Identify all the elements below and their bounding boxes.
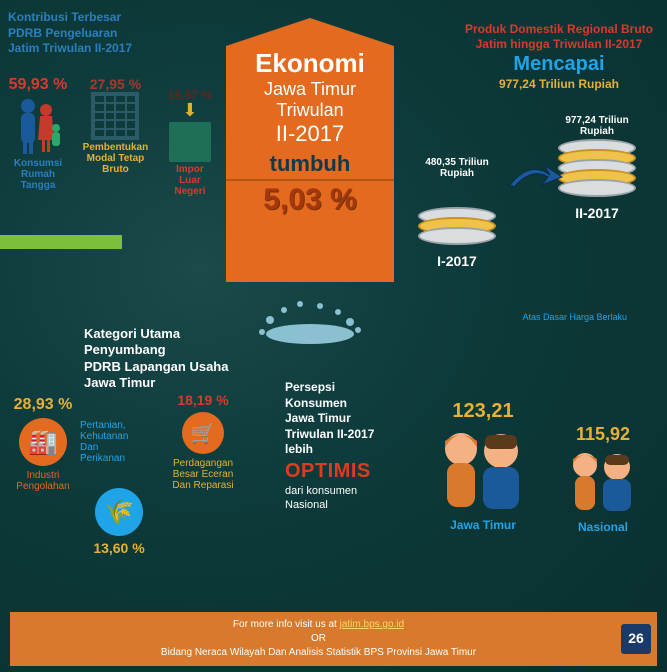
group-label: Jawa Timur [423, 518, 543, 532]
footer-link[interactable]: jatim.bps.go.id [340, 619, 404, 630]
period-label: I-2017 [402, 253, 512, 269]
stat-konsumsi: 59,93 % KonsumsiRumahTangga [8, 76, 68, 191]
footer: For more info visit us at jatim.bps.go.i… [0, 612, 667, 666]
group-label: Nasional [553, 520, 653, 534]
family-icon [14, 96, 62, 156]
text: Jatim hingga Triwulan II-2017 [465, 37, 653, 52]
growth-value: 5,03 % [232, 183, 388, 217]
stat-value: 13,60 % [84, 540, 154, 556]
statistics-day-badge: 26 [621, 624, 651, 654]
stat-modal-tetap: 27,95 % PembentukanModal TetapBruto [76, 76, 154, 175]
coin-comparison: 480,35 TriliunRupiah I-2017 977,24 Trili… [402, 115, 657, 320]
heading-kategori: Kategori Utama Penyumbang PDRB Lapangan … [84, 326, 228, 391]
text: Kategori Utama [84, 326, 228, 342]
stat-label: ImporLuarNegeri [163, 164, 217, 197]
stats-kontribusi: 59,93 % KonsumsiRumahTangga 27,95 % Pemb… [8, 76, 228, 197]
text: OR [311, 633, 326, 644]
text: Jawa Timur [232, 79, 388, 100]
coin-stack-q1: 480,35 TriliunRupiah I-2017 [402, 157, 512, 269]
wheat-icon: 🌾 [95, 488, 143, 536]
stat-value: 59,93 % [8, 76, 68, 94]
text: Produk Domestik Regional Bruto [465, 22, 653, 37]
group-nasional: 115,92 Nasional [553, 424, 653, 534]
stat-value: 18,19 % [158, 392, 248, 408]
text: Jatim Triwulan II-2017 [8, 41, 132, 57]
stat-label: PembentukanModal TetapBruto [76, 142, 154, 175]
arrow-right-icon [500, 155, 570, 205]
text: PDRB Lapangan Usaha [84, 359, 228, 375]
text: Triwulan [232, 100, 388, 121]
persepsi-block: Persepsi Konsumen Jawa Timur Triwulan II… [285, 380, 420, 513]
heading-kontribusi: Kontribusi Terbesar PDRB Pengeluaran Jat… [8, 10, 132, 57]
stat-label: KonsumsiRumahTangga [8, 158, 68, 191]
text: Konsumen [285, 396, 420, 412]
center-banner: Ekonomi Jawa Timur Triwulan II-2017 tumb… [226, 18, 394, 298]
banner-body: Ekonomi Jawa Timur Triwulan II-2017 tumb… [226, 46, 394, 282]
coin-value-label: 480,35 TriliunRupiah [402, 157, 512, 179]
stat-label: IndustriPengolahan [8, 470, 78, 492]
people-icon [423, 427, 543, 516]
arrow-up-icon [226, 18, 394, 46]
text: PDRB Pengeluaran [8, 26, 132, 42]
text: For more info visit us at [233, 619, 340, 630]
cat-pertanian: 🌾 13,60 % [84, 484, 154, 556]
cat-industri: 28,93 % 🏭 IndustriPengolahan [8, 396, 78, 492]
text: dari konsumen [285, 484, 420, 498]
cart-icon: 🛒 [182, 412, 224, 454]
stat-label: PerdaganganBesar EceranDan Reparasi [158, 458, 248, 491]
text: Nasional [285, 498, 420, 512]
text: lebih [285, 442, 420, 458]
water-splash-icon [250, 300, 370, 354]
building-icon [91, 92, 139, 140]
factory-icon: 🏭 [19, 418, 67, 466]
coins-icon [402, 207, 512, 245]
text: II-2017 [232, 121, 388, 147]
index-value: 115,92 [553, 424, 653, 445]
stat-value: 27,95 % [76, 76, 154, 92]
optimis-text: OPTIMIS [285, 458, 420, 484]
footer-bar: For more info visit us at jatim.bps.go.i… [10, 612, 657, 666]
heading-pdrb-bruto: Produk Domestik Regional Bruto Jatim hin… [465, 22, 653, 92]
green-accent-bar [0, 235, 122, 249]
text: Mencapai [465, 52, 653, 77]
text: Jawa Timur [285, 411, 420, 427]
text: Bidang Neraca Wilayah Dan Analisis Stati… [161, 647, 476, 658]
coin-value-label: 977,24 TriliunRupiah [537, 115, 657, 137]
text: 977,24 Triliun Rupiah [465, 77, 653, 92]
side-label-pertanian: Pertanian,KehutananDanPerikanan [80, 420, 150, 464]
text: Jawa Timur [84, 375, 228, 391]
text: Penyumbang [84, 342, 228, 358]
footnote: Atas Dasar Harga Berlaku [522, 312, 627, 322]
stat-impor: 16,67 % ImporLuarNegeri [163, 88, 217, 197]
period-label: II-2017 [537, 205, 657, 221]
text: Triwulan II-2017 [285, 427, 420, 443]
import-icon [169, 122, 211, 162]
text: Ekonomi [232, 48, 388, 79]
text: tumbuh [232, 151, 388, 177]
stat-value: 28,93 % [8, 396, 78, 414]
people-icon [553, 449, 653, 518]
cat-perdagangan: 18,19 % 🛒 PerdaganganBesar EceranDan Rep… [158, 392, 248, 491]
group-jatim: 123,21 Jawa Timur [423, 400, 543, 532]
text: Pertanian,KehutananDanPerikanan [80, 420, 150, 464]
text: Persepsi [285, 380, 420, 396]
text: Kontribusi Terbesar [8, 10, 132, 26]
separator [226, 179, 394, 181]
index-value: 123,21 [423, 400, 543, 423]
